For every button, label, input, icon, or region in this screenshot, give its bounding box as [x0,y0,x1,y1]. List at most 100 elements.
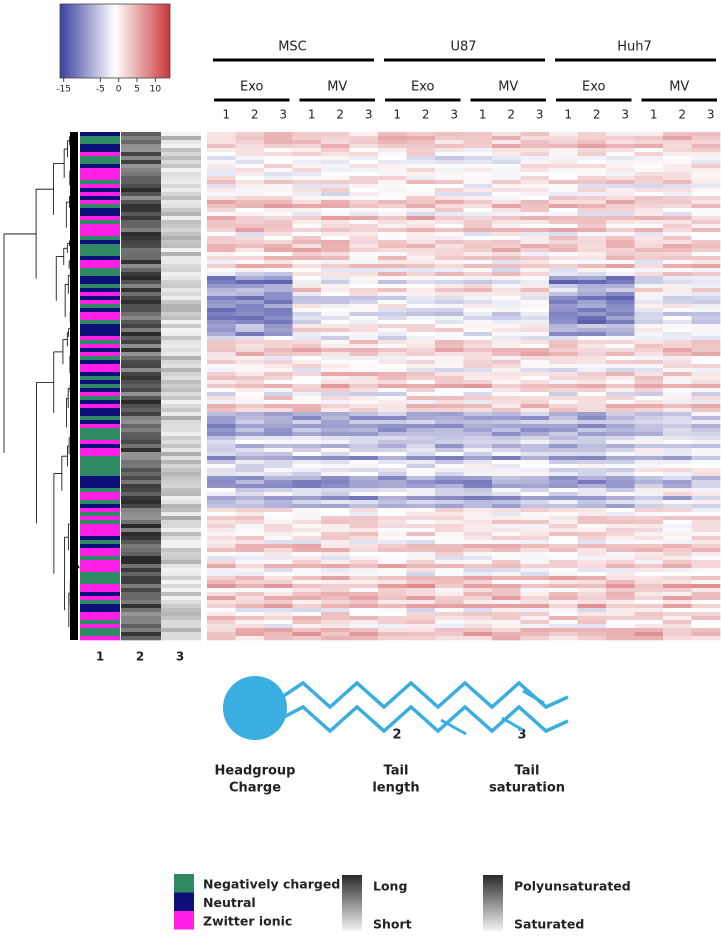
heatmap-cell [606,220,635,225]
charge-cell [80,552,120,557]
heatmap-cell [691,436,721,441]
heatmap-cell [207,188,236,193]
heatmap-cell [406,452,436,457]
heatmap-cell [349,364,379,369]
heatmap-cell [235,408,265,413]
charge-cell [80,532,120,537]
heatmap-cell [406,364,436,369]
heatmap-cell [264,612,293,617]
saturation-cell [161,568,201,573]
heatmap-cell [691,604,721,609]
saturation-cell [161,572,201,577]
charge-cell [80,592,120,597]
length-cell [121,160,161,165]
heatmap-cell [207,564,236,569]
heatmap-cell [577,160,607,165]
heatmap-cell [549,368,578,373]
length-cell [121,568,161,573]
heatmap-cell [634,368,664,373]
legend-label: Polyunsaturated [514,879,631,894]
saturation-cell [161,400,201,405]
heatmap-cell [349,520,379,525]
heatmap-cell [634,192,664,197]
heatmap-cell [292,348,322,353]
heatmap-cell [292,148,322,153]
heatmap-cell [549,300,578,305]
saturation-cell [161,228,201,233]
heatmap-cell [435,376,464,381]
heatmap-cell [321,468,350,473]
saturation-cell [161,256,201,261]
heatmap-cell [264,188,293,193]
heatmap-cell [634,256,664,261]
heatmap-cell [634,276,664,281]
charge-cell [80,400,120,405]
heatmap-cell [378,616,407,621]
heatmap-cell [549,132,578,137]
heatmap-cell [292,508,322,513]
heatmap-cell [549,264,578,269]
heatmap-cell [606,376,635,381]
heatmap-cell [207,412,236,417]
replicate-label: 1 [479,108,487,122]
heatmap-cell [207,540,236,545]
heatmap-cell [663,136,692,141]
heatmap-cell [520,180,550,185]
heatmap-cell [264,332,293,337]
heatmap-cell [691,232,721,237]
replicate-label: 3 [536,108,544,122]
heatmap-cell [549,624,578,629]
heatmap-cell [520,380,550,385]
heatmap-cell [321,564,350,569]
heatmap-cell [264,368,293,373]
length-cell [121,496,161,501]
heatmap-cell [463,340,493,345]
heatmap-cell [463,144,493,149]
heatmap-cell [435,240,464,245]
heatmap-cell [463,272,493,277]
heatmap-cell [349,440,379,445]
heatmap-cell [207,416,236,421]
heatmap-cell [520,392,550,397]
heatmap-cell [549,392,578,397]
replicate-label: 3 [707,108,715,122]
heatmap-cell [463,316,493,321]
heatmap-cell [577,472,607,477]
heatmap-cell [492,532,521,537]
heatmap-cell [606,292,635,297]
heatmap-cell [577,560,607,565]
heatmap-cell [406,560,436,565]
heatmap-cell [235,628,265,633]
heatmap-cell [606,252,635,257]
heatmap-cell [378,252,407,257]
heatmap-cell [463,520,493,525]
schematic-caption: saturation [489,781,565,796]
heatmap-cell [207,236,236,241]
heatmap-cell [634,176,664,181]
heatmap-cell [549,488,578,493]
heatmap-cell [292,500,322,505]
heatmap-cell [406,368,436,373]
heatmap-cell [264,160,293,165]
saturation-cell [161,520,201,525]
heatmap-cell [349,612,379,617]
heatmap-cell [235,476,265,481]
heatmap-cell [492,236,521,241]
heatmap-cell [235,500,265,505]
heatmap-cell [292,488,322,493]
heatmap-cell [292,208,322,213]
heatmap-cell [292,316,322,321]
heatmap-cell [406,508,436,513]
length-cell [121,264,161,269]
heatmap-cell [207,516,236,521]
length-cell [121,416,161,421]
heatmap-cell [435,304,464,309]
heatmap-cell [691,516,721,521]
charge-cell [80,576,120,581]
heatmap-cell [235,492,265,497]
heatmap-cell [264,384,293,389]
heatmap-cell [663,156,692,161]
heatmap-cell [463,508,493,513]
heatmap-cell [663,368,692,373]
heatmap-cell [292,568,322,573]
